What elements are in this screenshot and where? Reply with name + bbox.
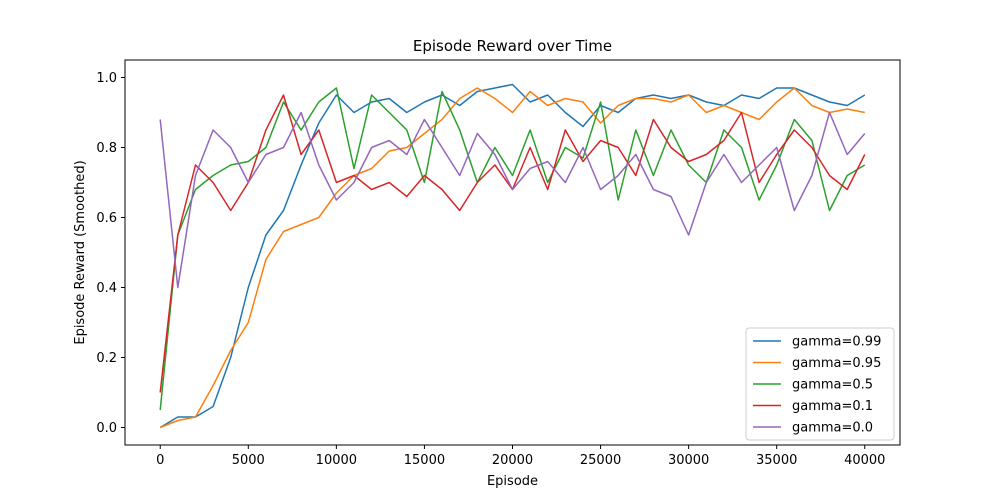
- legend-label: gamma=0.99: [792, 335, 881, 350]
- y-tick-label: 0.4: [96, 281, 117, 296]
- y-axis-title: Episode Reward (Smoothed): [73, 160, 88, 344]
- y-tick-label: 0.8: [96, 141, 117, 156]
- x-axis-title: Episode: [487, 474, 538, 489]
- series-line-gamma-0-5: [159, 87, 866, 411]
- chart-title: Episode Reward over Time: [413, 37, 612, 55]
- y-tick-label: 1.0: [96, 71, 117, 86]
- legend-box: [745, 327, 895, 441]
- series-line-gamma-0-99: [159, 83, 866, 429]
- y-tick-label: 0.0: [96, 421, 117, 436]
- x-tick-label: 25000: [580, 453, 621, 468]
- y-axis: 0.0 0.2 0.4 0.6 0.8 1.0: [96, 71, 125, 436]
- legend: gamma=0.99 gamma=0.95 gamma=0.5 gamma=0.1 ga…: [745, 327, 895, 441]
- x-tick-label: 5000: [232, 453, 265, 468]
- x-tick-label: 30000: [668, 453, 709, 468]
- x-tick-label: 20000: [492, 453, 533, 468]
- legend-label: gamma=0.95: [792, 356, 881, 371]
- x-tick-label: 35000: [756, 453, 797, 468]
- x-tick-label: 10000: [316, 453, 357, 468]
- series-line-gamma-0-95: [159, 87, 865, 429]
- series-line-gamma-0-0: [159, 111, 866, 289]
- x-tick-label: 15000: [404, 453, 445, 468]
- y-tick-label: 0.2: [96, 351, 117, 366]
- legend-label: gamma=0.1: [792, 399, 873, 414]
- y-tick-label: 0.6: [96, 211, 117, 226]
- x-tick-label: 0: [156, 453, 164, 468]
- legend-label: gamma=0.0: [792, 421, 873, 436]
- x-tick-label: 40000: [844, 453, 885, 468]
- legend-label: gamma=0.5: [792, 378, 873, 393]
- x-axis: 0 5000 10000 15000 20000 25000 30000 35000 40000: [156, 445, 885, 468]
